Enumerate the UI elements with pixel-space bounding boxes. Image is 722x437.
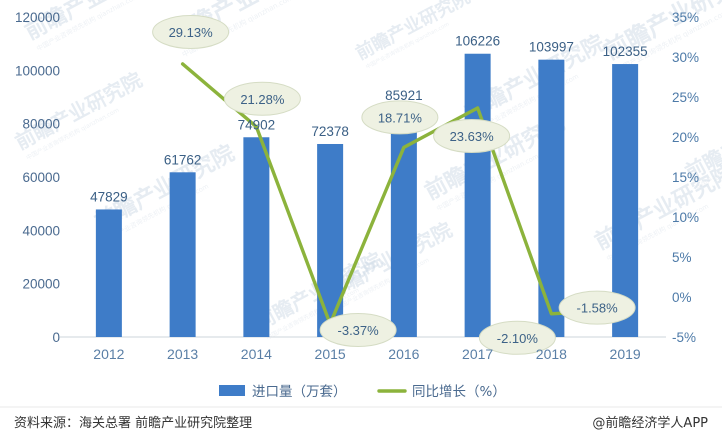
growth-callout[interactable]: -3.37% [319,312,397,347]
x-axis-tick-2016: 2016 [388,346,419,362]
watermark-text: 前瞻产业研究院 [352,0,474,64]
bar-value-label: 102355 [603,44,648,59]
x-axis-tick-2017: 2017 [462,346,493,362]
footer-credit: @前瞻经济学人APP [592,415,708,431]
growth-callout[interactable]: 18.71% [361,100,439,135]
y-axis-right-tick: 0% [672,290,692,305]
y-axis-left-tick: 0 [52,330,60,345]
callout-bubble[interactable] [558,290,636,325]
y-axis-left-tick: 80000 [22,117,60,132]
callout-label: 18.71% [378,110,423,125]
bar-value-labels: 47829 61762 74902 72378 85921 106226 103997 102… [90,34,648,205]
bar[interactable] [95,209,122,337]
bar-value-label: 103997 [529,40,574,55]
growth-callout[interactable]: 29.13% [152,14,230,49]
y-axis-right-tick: 20% [672,130,699,145]
bar-value-label: 85921 [385,88,423,103]
growth-callouts: 29.13% 21.28% -3.37% 18.71% 23.63% -2.10% -1.5… [152,14,636,355]
growth-callout[interactable]: -2.10% [478,320,556,355]
bar[interactable] [317,143,344,337]
y-axis-left-tick: 20000 [22,277,60,292]
x-axis-tick-2013: 2013 [167,346,198,362]
y-axis-right-tick: 35% [672,10,699,25]
callout-bubble[interactable] [152,14,230,49]
legend-item[interactable]: 同比增长（%） [377,384,506,400]
bar[interactable] [538,59,565,337]
bar[interactable] [243,137,270,337]
footer-source: 资料来源：海关总署 前瞻产业研究院整理 [14,415,252,431]
x-axis-tick-2012: 2012 [93,346,124,362]
x-axis-tick-2018: 2018 [536,346,567,362]
y-axis-right-tick: 25% [672,90,699,105]
bar[interactable] [612,64,639,337]
y-axis-right-tick: 15% [672,170,699,185]
legend-label: 同比增长（%） [412,384,506,400]
y-axis-right-tick: 10% [672,210,699,225]
bar-value-label: 72378 [311,124,349,139]
legend-item[interactable]: 进口量（万套） [219,384,347,400]
x-axis-tick-2014: 2014 [241,346,272,362]
callout-label: -3.37% [338,323,380,338]
watermark-text: 前瞻产业研究院 [11,67,146,154]
legend: 进口量（万套） 同比增长（%） [219,384,506,400]
growth-callout[interactable]: 21.28% [223,81,301,116]
callout-label: -2.10% [497,331,539,346]
y-axis-right-tick: -5% [672,330,696,345]
y-axis-right-tick: 5% [672,250,692,265]
x-axis-tick-2015: 2015 [315,346,346,362]
bar-value-label: 61762 [164,152,202,167]
y-axis-right-tick: 30% [672,50,699,65]
bar[interactable] [464,53,491,338]
y-axis-left-tick: 40000 [22,223,60,238]
x-axis-tick-2019: 2019 [610,346,641,362]
x-axis-categories: 2012 2013 2014 2015 2016 2017 2018 2019 [93,346,641,362]
legend-label: 进口量（万套） [252,384,347,400]
callout-bubble[interactable] [433,118,511,153]
callout-bubble[interactable] [478,320,556,355]
bar-value-label: 106226 [455,34,500,49]
y-axis-left: 0 20000 40000 60000 80000 100000 120000 [15,10,60,345]
y-axis-left-tick: 120000 [15,10,60,25]
legend-swatch-bar [219,385,245,396]
y-axis-left-tick: 60000 [22,170,60,185]
y-axis-left-tick: 100000 [15,63,60,78]
bar[interactable] [169,172,196,337]
growth-callout[interactable]: -1.58% [558,290,636,325]
callout-bubble[interactable] [223,81,301,116]
callout-label: 29.13% [169,25,214,40]
callout-bubble[interactable] [361,100,439,135]
line-series[interactable] [180,62,627,326]
callout-bubble[interactable] [319,312,397,347]
y-axis-right: -5% 0% 5% 10% 15% 20% 25% 30% 35% [672,10,699,345]
bar-value-label: 74902 [238,117,276,132]
growth-callout[interactable]: 23.63% [433,118,511,153]
bar-value-label: 47829 [90,189,128,204]
callout-label: 23.63% [450,129,495,144]
callout-label: 21.28% [240,92,285,107]
callout-label: -1.58% [577,301,619,316]
